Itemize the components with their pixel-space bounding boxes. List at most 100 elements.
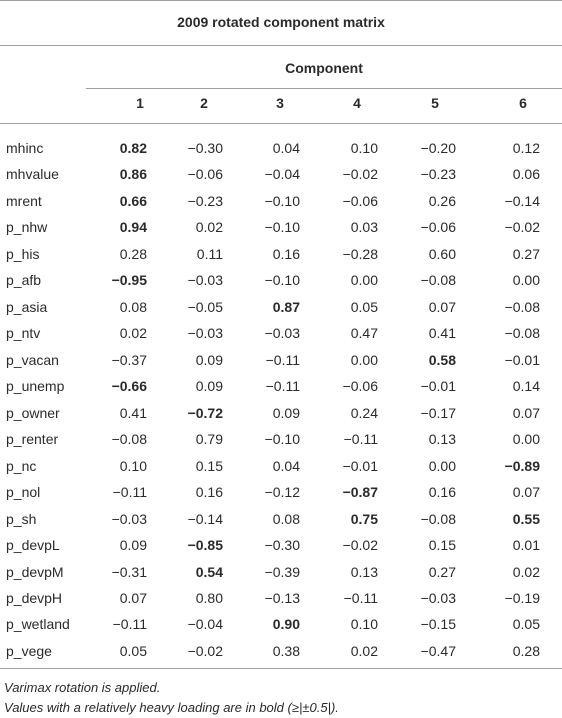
row-label: p_sh <box>6 510 37 527</box>
table-cell: 0.02 <box>119 325 147 342</box>
table-cell: −0.85 <box>187 537 223 554</box>
table-cell: −0.10 <box>264 272 300 289</box>
table-cell: −0.19 <box>504 589 540 606</box>
row-label: p_devpL <box>6 537 60 554</box>
row-label: p_owner <box>6 404 60 421</box>
table-cell: −0.03 <box>420 589 456 606</box>
table-cell: 0.05 <box>512 616 540 633</box>
table-title: 2009 rotated component matrix <box>177 14 385 30</box>
table-cell: −0.05 <box>187 298 223 315</box>
table-cell: −0.95 <box>111 272 147 289</box>
table-cell: 0.03 <box>350 219 378 236</box>
row-label: p_asia <box>6 298 48 315</box>
table-cell: −0.14 <box>504 192 540 209</box>
table-cell: −0.31 <box>111 563 147 580</box>
table-cell: −0.17 <box>420 404 456 421</box>
table-cell: 0.13 <box>350 563 378 580</box>
footnote: Values with a relatively heavy loading a… <box>4 700 339 715</box>
column-header: 3 <box>276 95 284 111</box>
table-cell: −0.04 <box>187 616 223 633</box>
table-cell: −0.11 <box>343 431 378 448</box>
table-cell: 0.16 <box>428 484 456 501</box>
table-cell: −0.11 <box>265 351 300 368</box>
table-cell: 0.80 <box>195 589 223 606</box>
table-cell: 0.16 <box>272 245 300 262</box>
rule <box>0 668 562 669</box>
table-cell: 0.15 <box>195 457 223 474</box>
table-cell: −0.10 <box>264 431 300 448</box>
table-cell: 0.41 <box>119 404 147 421</box>
table-cell: 0.82 <box>119 140 147 156</box>
table-cell: 0.55 <box>512 510 540 527</box>
table-cell: 0.27 <box>512 245 540 262</box>
table-cell: 0.87 <box>272 298 300 315</box>
table-cell: 0.00 <box>428 457 456 474</box>
table-cell: 0.27 <box>428 563 456 580</box>
table-cell: 0.28 <box>119 245 147 262</box>
table-cell: −0.14 <box>187 510 223 527</box>
table-cell: −0.10 <box>264 219 300 236</box>
row-label: mhinc <box>6 140 44 156</box>
table-cell: −0.10 <box>264 192 300 209</box>
row-label: p_vege <box>6 642 52 659</box>
row-label: mhvalue <box>6 166 59 183</box>
table-cell: 0.05 <box>119 642 147 659</box>
row-label: p_ntv <box>6 325 41 342</box>
row-label: p_vacan <box>6 351 59 368</box>
table-cell: 0.01 <box>512 537 540 554</box>
column-group-header: Component <box>285 60 363 76</box>
table-cell: −0.47 <box>420 642 456 659</box>
table-cell: −0.23 <box>187 192 223 209</box>
table-cell: −0.08 <box>111 431 147 448</box>
table-cell: 0.28 <box>512 642 540 659</box>
table-cell: 0.02 <box>512 563 540 580</box>
table-cell: −0.02 <box>342 537 378 554</box>
table-cell: −0.01 <box>504 351 540 368</box>
table-cell: 0.10 <box>350 616 378 633</box>
table-cell: 0.04 <box>272 457 300 474</box>
table-cell: 0.54 <box>195 563 223 580</box>
table-cell: 0.07 <box>512 404 540 421</box>
column-header: 4 <box>353 95 361 111</box>
table-cell: 0.14 <box>512 378 540 395</box>
table-cell: −0.03 <box>187 325 223 342</box>
table-cell: 0.86 <box>119 166 147 183</box>
row-label: p_wetland <box>6 616 70 633</box>
rule <box>0 0 562 1</box>
table-cell: 0.75 <box>350 510 378 527</box>
table-cell: 0.02 <box>350 642 378 659</box>
table-cell: 0.07 <box>119 589 147 606</box>
table-cell: −0.06 <box>342 192 378 209</box>
row-label: p_nhw <box>6 219 48 236</box>
table-cell: −0.01 <box>342 457 378 474</box>
row-label: p_renter <box>6 431 59 448</box>
table-cell: −0.13 <box>264 589 300 606</box>
table-cell: −0.02 <box>342 166 378 183</box>
table-cell: 0.06 <box>512 166 540 183</box>
column-header: 6 <box>519 95 527 111</box>
row-label: p_nol <box>6 484 41 501</box>
table-cell: −0.11 <box>112 484 147 501</box>
table-cell: 0.24 <box>350 404 378 421</box>
table-cell: −0.20 <box>420 140 456 156</box>
table-cell: −0.12 <box>264 484 300 501</box>
table-cell: 0.08 <box>272 510 300 527</box>
table-cell: 0.16 <box>195 484 223 501</box>
table-cell: 0.00 <box>350 351 378 368</box>
table-cell: −0.30 <box>187 140 223 156</box>
table-cell: 0.05 <box>350 298 378 315</box>
table-cell: −0.08 <box>504 325 540 342</box>
rule <box>86 88 562 89</box>
table-cell: 0.09 <box>195 378 223 395</box>
table-cell: −0.02 <box>187 642 223 659</box>
table-cell: −0.08 <box>420 510 456 527</box>
table-cell: −0.01 <box>420 378 456 395</box>
table-cell: −0.11 <box>343 589 378 606</box>
table-cell: −0.11 <box>112 616 147 633</box>
column-header: 2 <box>200 95 208 111</box>
table-cell: 0.60 <box>428 245 456 262</box>
row-label: p_afb <box>6 272 42 289</box>
table-cell: −0.03 <box>111 510 147 527</box>
table-cell: 0.90 <box>272 616 300 633</box>
